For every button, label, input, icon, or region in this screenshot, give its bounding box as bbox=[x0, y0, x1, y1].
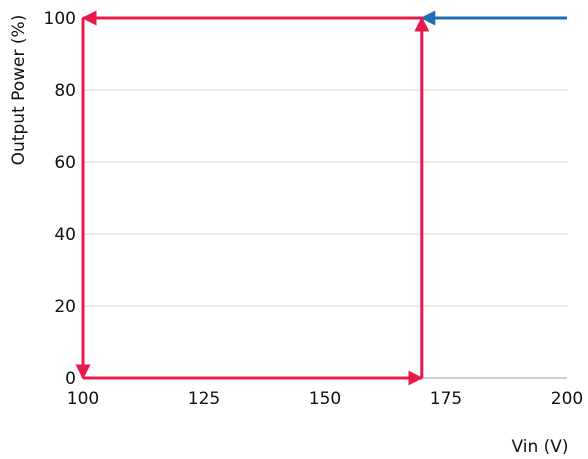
series-layer bbox=[75, 10, 567, 386]
x-tick-label: 100 bbox=[67, 389, 99, 409]
axis-layer bbox=[82, 18, 567, 379]
tick-labels: 0 20 40 60 80 100 100 125 150 175 200 bbox=[44, 9, 584, 409]
x-tick-label: 175 bbox=[430, 389, 462, 409]
x-tick-label: 150 bbox=[309, 389, 341, 409]
y-tick-label: 100 bbox=[44, 9, 76, 29]
x-axis-label: Vin (V) bbox=[511, 437, 568, 457]
y-tick-label: 60 bbox=[54, 153, 76, 173]
x-tick-label: 200 bbox=[551, 389, 583, 409]
y-axis-label: Output Power (%) bbox=[9, 15, 29, 166]
y-tick-label: 80 bbox=[54, 81, 76, 101]
y-tick-label: 0 bbox=[65, 369, 76, 389]
y-tick-label: 20 bbox=[54, 297, 76, 317]
x-tick-label: 125 bbox=[188, 389, 220, 409]
y-tick-label: 40 bbox=[54, 225, 76, 245]
grid-layer bbox=[83, 17, 567, 307]
